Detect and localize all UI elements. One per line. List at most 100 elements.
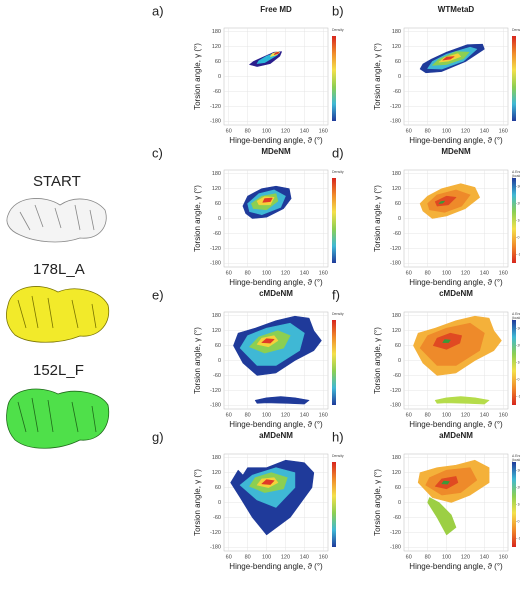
y-tick-label: -120 [210, 388, 221, 394]
chart-title: cMDeNM [259, 289, 293, 298]
y-axis-label: Torsion angle, γ (°) [193, 185, 202, 252]
y-tick-label: -60 [393, 515, 401, 521]
colorbar-tick-label: 0 [518, 377, 520, 381]
colorbar-tick-label: 300 [518, 184, 520, 188]
colorbar [332, 462, 336, 547]
y-tick-label: 60 [215, 59, 221, 65]
x-tick-label: 140 [480, 270, 489, 276]
chart-title: Free MD [260, 5, 292, 14]
density-region [427, 497, 457, 536]
colorbar [332, 320, 336, 405]
structure-152l-f [6, 388, 110, 449]
y-tick-label: 0 [398, 500, 401, 506]
panel-label: c) [152, 145, 163, 160]
x-axis-label: Hinge-bending angle, ϑ (°) [409, 278, 503, 287]
y-tick-label: 60 [395, 201, 401, 207]
y-tick-label: 180 [212, 29, 221, 35]
colorbar-tick-label: -100 [518, 536, 520, 540]
chart-panel: 60 80 100 120 140 160 -180 -120 -60 0 60 120 180 WTMe… [332, 3, 520, 145]
y-tick-label: 60 [395, 343, 401, 349]
chart-panel: 60 80 100 120 140 160 -180 -120 -60 0 60 120 180 MDeN… [332, 145, 520, 287]
y-tick-label: 120 [392, 186, 401, 192]
colorbar-tick-label: 100 [518, 360, 520, 364]
y-tick-label: -180 [390, 403, 401, 409]
colorbar-tick-label: 100 [518, 218, 520, 222]
y-tick-label: -180 [210, 403, 221, 409]
y-tick-label: 180 [212, 171, 221, 177]
panel-label: g) [152, 429, 164, 444]
colorbar [512, 36, 516, 121]
x-tick-label: 160 [319, 270, 328, 276]
x-tick-label: 140 [480, 412, 489, 418]
chart-title: MDeNM [441, 147, 471, 156]
density-region [261, 338, 275, 344]
y-tick-label: 0 [398, 358, 401, 364]
colorbar-tick-label: 200 [518, 343, 520, 347]
colorbar-tick-label: 200 [518, 485, 520, 489]
x-axis-label: Hinge-bending angle, ϑ (°) [409, 420, 503, 429]
structure-label: 152L_F [33, 362, 84, 379]
x-tick-label: 80 [425, 554, 431, 560]
y-axis-label: Torsion angle, γ (°) [193, 327, 202, 394]
density-region [273, 51, 280, 55]
colorbar-label: Δ Energy [512, 170, 520, 174]
chart-title: aMDeNM [439, 431, 473, 440]
colorbar-label: (kcal/mol) [512, 174, 520, 178]
x-tick-label: 160 [499, 128, 508, 134]
density-region [434, 396, 490, 405]
x-tick-label: 160 [319, 128, 328, 134]
colorbar-label: Density [512, 28, 520, 32]
x-axis-label: Hinge-bending angle, ϑ (°) [229, 562, 323, 571]
x-axis-label: Hinge-bending angle, ϑ (°) [229, 278, 323, 287]
colorbar-label: (kcal/mol) [512, 316, 520, 320]
x-tick-label: 140 [480, 128, 489, 134]
x-tick-label: 60 [406, 270, 412, 276]
x-tick-label: 120 [281, 128, 290, 134]
colorbar-label: Density [332, 312, 344, 316]
density-region [254, 396, 310, 405]
x-tick-label: 80 [245, 554, 251, 560]
x-tick-label: 120 [461, 412, 470, 418]
x-tick-label: 140 [300, 412, 309, 418]
y-tick-label: -60 [213, 231, 221, 237]
y-tick-label: -120 [390, 388, 401, 394]
x-tick-label: 80 [245, 128, 251, 134]
x-tick-label: 100 [442, 270, 451, 276]
x-tick-label: 60 [406, 128, 412, 134]
colorbar-tick-label: 100 [518, 502, 520, 506]
y-tick-label: 0 [398, 74, 401, 80]
x-axis-label: Hinge-bending angle, ϑ (°) [409, 562, 503, 571]
chart-title: WTMetaD [438, 5, 475, 14]
colorbar-tick-label: 0 [518, 519, 520, 523]
y-tick-label: 180 [392, 29, 401, 35]
y-tick-label: 60 [215, 485, 221, 491]
colorbar [512, 462, 516, 547]
y-axis-label: Torsion angle, γ (°) [373, 469, 382, 536]
x-tick-label: 60 [226, 128, 232, 134]
y-tick-label: 120 [392, 470, 401, 476]
x-tick-label: 60 [226, 270, 232, 276]
x-tick-label: 120 [281, 412, 290, 418]
y-axis-label: Torsion angle, γ (°) [373, 327, 382, 394]
panel-label: e) [152, 287, 164, 302]
y-tick-label: 0 [218, 216, 221, 222]
colorbar-tick-label: 0 [518, 235, 520, 239]
x-tick-label: 100 [442, 554, 451, 560]
chart-panel: 60 80 100 120 140 160 -180 -120 -60 0 60 120 180 Free… [152, 3, 344, 145]
y-axis-label: Torsion angle, γ (°) [373, 43, 382, 110]
x-tick-label: 80 [245, 270, 251, 276]
x-tick-label: 160 [499, 554, 508, 560]
y-tick-label: -180 [390, 545, 401, 551]
colorbar-tick-label: 300 [518, 326, 520, 330]
y-tick-label: -60 [213, 373, 221, 379]
colorbar-label: (kcal/mol) [512, 458, 520, 462]
y-tick-label: 60 [215, 201, 221, 207]
y-tick-label: 0 [218, 74, 221, 80]
x-tick-label: 140 [300, 270, 309, 276]
y-tick-label: 120 [212, 470, 221, 476]
y-axis-label: Torsion angle, γ (°) [193, 469, 202, 536]
panel-label: b) [332, 3, 344, 18]
y-tick-label: -180 [210, 119, 221, 125]
y-tick-label: -180 [210, 261, 221, 267]
